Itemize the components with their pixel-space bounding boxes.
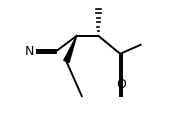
Text: N: N bbox=[24, 45, 34, 58]
Text: O: O bbox=[116, 78, 126, 91]
Polygon shape bbox=[64, 36, 77, 62]
